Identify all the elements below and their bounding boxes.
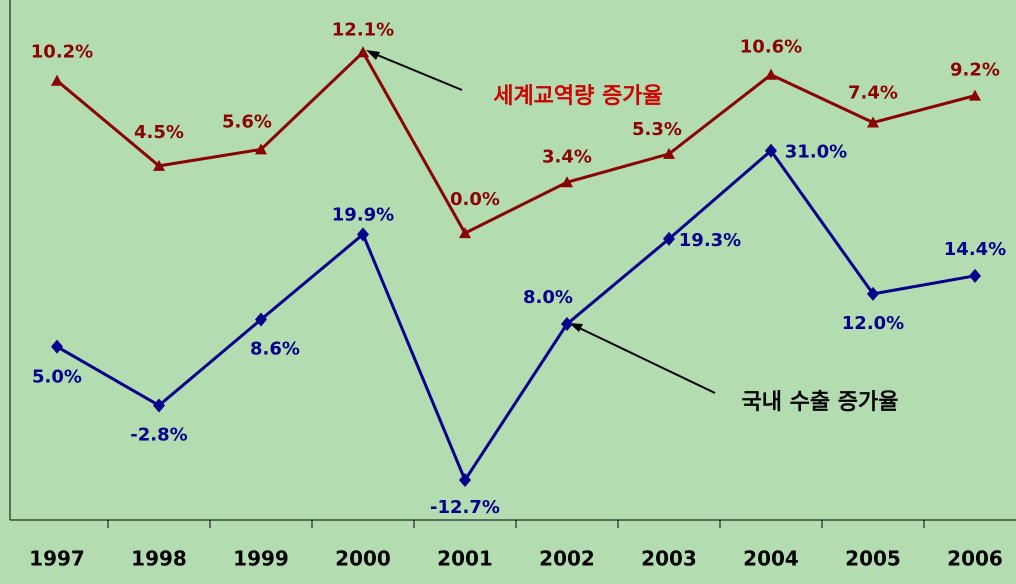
data-label: 10.6% xyxy=(740,37,802,58)
marker xyxy=(255,143,267,155)
data-label: 8.0% xyxy=(523,287,573,308)
x-tick-label: 2006 xyxy=(947,547,1003,571)
series-annotation: 국내 수출 증가율 xyxy=(742,390,899,415)
marker xyxy=(867,116,879,128)
x-tick-label: 2004 xyxy=(743,547,799,571)
annotation-arrow xyxy=(572,324,716,394)
series-annotation: 세계교역량 증가율 xyxy=(493,84,663,109)
data-label: 3.4% xyxy=(542,146,592,167)
data-label: 4.5% xyxy=(134,122,184,143)
marker xyxy=(969,268,981,283)
marker xyxy=(969,89,981,101)
marker xyxy=(765,68,777,80)
marker xyxy=(561,317,573,332)
data-label: 8.6% xyxy=(250,339,300,360)
x-tick-label: 1997 xyxy=(29,547,85,571)
marker xyxy=(663,231,675,246)
x-tick-label: 2001 xyxy=(437,547,493,571)
data-label: 9.2% xyxy=(950,60,1000,81)
data-label: 5.0% xyxy=(32,367,82,388)
x-tick-label: 2002 xyxy=(539,547,595,571)
x-tick-label: 1998 xyxy=(131,547,187,571)
x-tick-label: 2003 xyxy=(641,547,697,571)
marker xyxy=(867,286,879,301)
x-tick-label: 1999 xyxy=(233,547,289,571)
marker xyxy=(357,46,369,58)
marker xyxy=(561,176,573,188)
arrowhead xyxy=(569,323,583,332)
data-label: -2.8% xyxy=(130,424,187,445)
data-label: 14.4% xyxy=(944,239,1006,260)
data-label: 7.4% xyxy=(848,83,898,104)
data-label: 5.3% xyxy=(632,119,682,140)
data-label: -12.7% xyxy=(430,497,500,518)
x-tick-label: 2000 xyxy=(335,547,391,571)
arrowhead xyxy=(366,50,380,60)
marker xyxy=(357,227,369,242)
data-label: 12.0% xyxy=(842,313,904,334)
series-line xyxy=(56,148,976,484)
annotation-arrow xyxy=(369,51,463,91)
data-label: 19.9% xyxy=(332,204,394,225)
marker xyxy=(51,339,63,354)
data-label: 10.2% xyxy=(31,42,93,63)
marker xyxy=(51,74,63,86)
marker xyxy=(459,227,471,239)
data-label: 5.6% xyxy=(222,111,272,132)
data-label: 19.3% xyxy=(679,230,741,251)
marker xyxy=(153,159,165,171)
marker xyxy=(255,312,267,327)
marker xyxy=(765,143,777,158)
series-line xyxy=(56,49,976,236)
marker xyxy=(663,147,675,159)
marker xyxy=(459,473,471,488)
marker xyxy=(153,398,165,413)
data-label: 12.1% xyxy=(332,19,394,40)
x-tick-label: 2005 xyxy=(845,547,901,571)
data-label: 0.0% xyxy=(450,189,500,210)
data-label: 31.0% xyxy=(785,142,847,163)
